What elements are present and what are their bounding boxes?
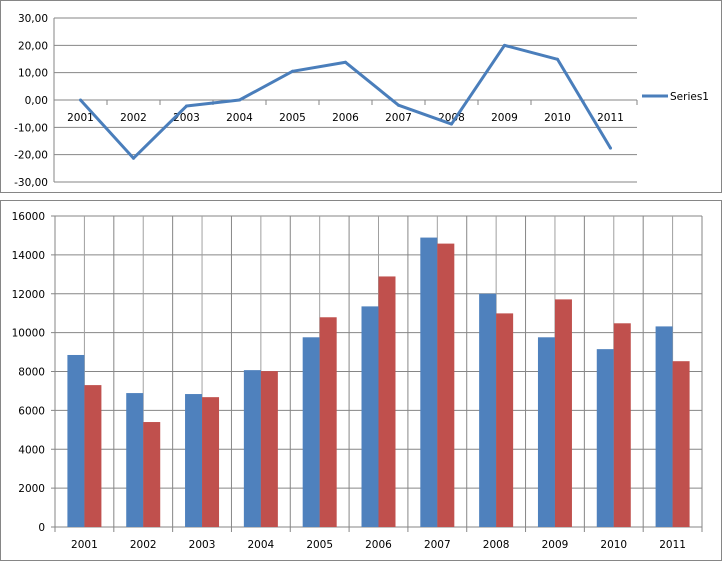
series1-point: [344, 60, 347, 64]
x-tick-label: 2001: [67, 112, 94, 124]
y-tick-label: 0: [38, 522, 45, 534]
line-chart-frame: [0, 0, 722, 193]
bar-series-b: [319, 317, 337, 527]
bar-series-b: [260, 371, 278, 527]
bar-series-a: [655, 326, 673, 527]
y-tick-label: 8000: [18, 367, 45, 379]
x-tick-label: 2002: [120, 112, 147, 124]
x-tick-label: 2002: [130, 539, 157, 551]
bar-series-a: [302, 337, 320, 527]
x-tick-label: 2005: [306, 539, 333, 551]
bar-series-b: [202, 397, 220, 527]
x-tick-label: 2011: [597, 112, 624, 124]
bar-series-a: [361, 306, 379, 527]
x-tick-label: 2004: [226, 112, 253, 124]
y-tick-label: 10,00: [18, 68, 48, 80]
bar-series-a: [537, 337, 555, 527]
bar-series-b: [613, 323, 631, 527]
x-tick-label: 2009: [542, 539, 569, 551]
legend-label: Series1: [670, 91, 709, 103]
y-tick-label: 4000: [18, 444, 45, 456]
x-tick-label: 2007: [424, 539, 451, 551]
bar-series-b: [437, 243, 455, 527]
series1-point: [238, 98, 241, 102]
bar-series-a: [479, 293, 497, 527]
y-tick-label: 20,00: [18, 40, 48, 52]
bar-series-a: [420, 237, 438, 527]
x-tick-label: 2006: [332, 112, 359, 124]
series1-point: [291, 69, 294, 73]
y-tick-label: -10,00: [14, 122, 48, 134]
series1-point: [132, 156, 135, 160]
series1-point: [556, 57, 559, 61]
series1-point: [397, 103, 400, 107]
x-tick-label: 2007: [385, 112, 412, 124]
y-tick-label: 2000: [18, 483, 45, 495]
x-tick-label: 2011: [659, 539, 686, 551]
bar-series-b: [496, 313, 514, 527]
y-tick-label: 30,00: [18, 13, 48, 25]
y-tick-label: 12000: [12, 289, 45, 301]
series1-point: [185, 104, 188, 108]
x-tick-label: 2010: [544, 112, 571, 124]
x-tick-label: 2009: [491, 112, 518, 124]
series1-point: [609, 146, 612, 150]
x-tick-label: 2005: [279, 112, 306, 124]
y-tick-label: -20,00: [14, 150, 48, 162]
bar-series-b: [84, 385, 102, 527]
y-tick-label: 10000: [12, 328, 45, 340]
bar-series-a: [67, 354, 85, 527]
bar-series-b: [554, 299, 572, 527]
line-chart: 30,00 20,00 10,00 0,00 -10,00 -20,00 -30,00 200…: [14, 13, 709, 189]
bar-chart: 16000 14000 12000 10000 8000 6000 4000 2000 0 200…: [12, 211, 703, 551]
bar-series-a: [185, 394, 203, 527]
x-tick-label: 2003: [189, 539, 216, 551]
bar-series-a: [596, 349, 614, 527]
x-tick-label: 2003: [173, 112, 200, 124]
x-tick-label: 2001: [71, 539, 98, 551]
bar-series-a: [126, 393, 144, 527]
y-tick-label: 14000: [12, 250, 45, 262]
bar-series-b: [378, 276, 396, 527]
x-tick-label: 2006: [365, 539, 392, 551]
y-tick-label: 16000: [12, 211, 45, 223]
series1-point: [450, 122, 453, 126]
x-tick-label: 2010: [600, 539, 627, 551]
y-tick-label: 0,00: [25, 95, 48, 107]
bar-series-a: [243, 370, 261, 527]
series1-point: [503, 43, 506, 47]
y-tick-label: 6000: [18, 405, 45, 417]
x-tick-label: 2004: [247, 539, 274, 551]
series1-point: [79, 98, 82, 102]
bar-series-b: [143, 422, 161, 527]
x-tick-label: 2008: [483, 539, 510, 551]
bar-series-b: [672, 361, 690, 527]
y-tick-label: -30,00: [14, 177, 48, 189]
